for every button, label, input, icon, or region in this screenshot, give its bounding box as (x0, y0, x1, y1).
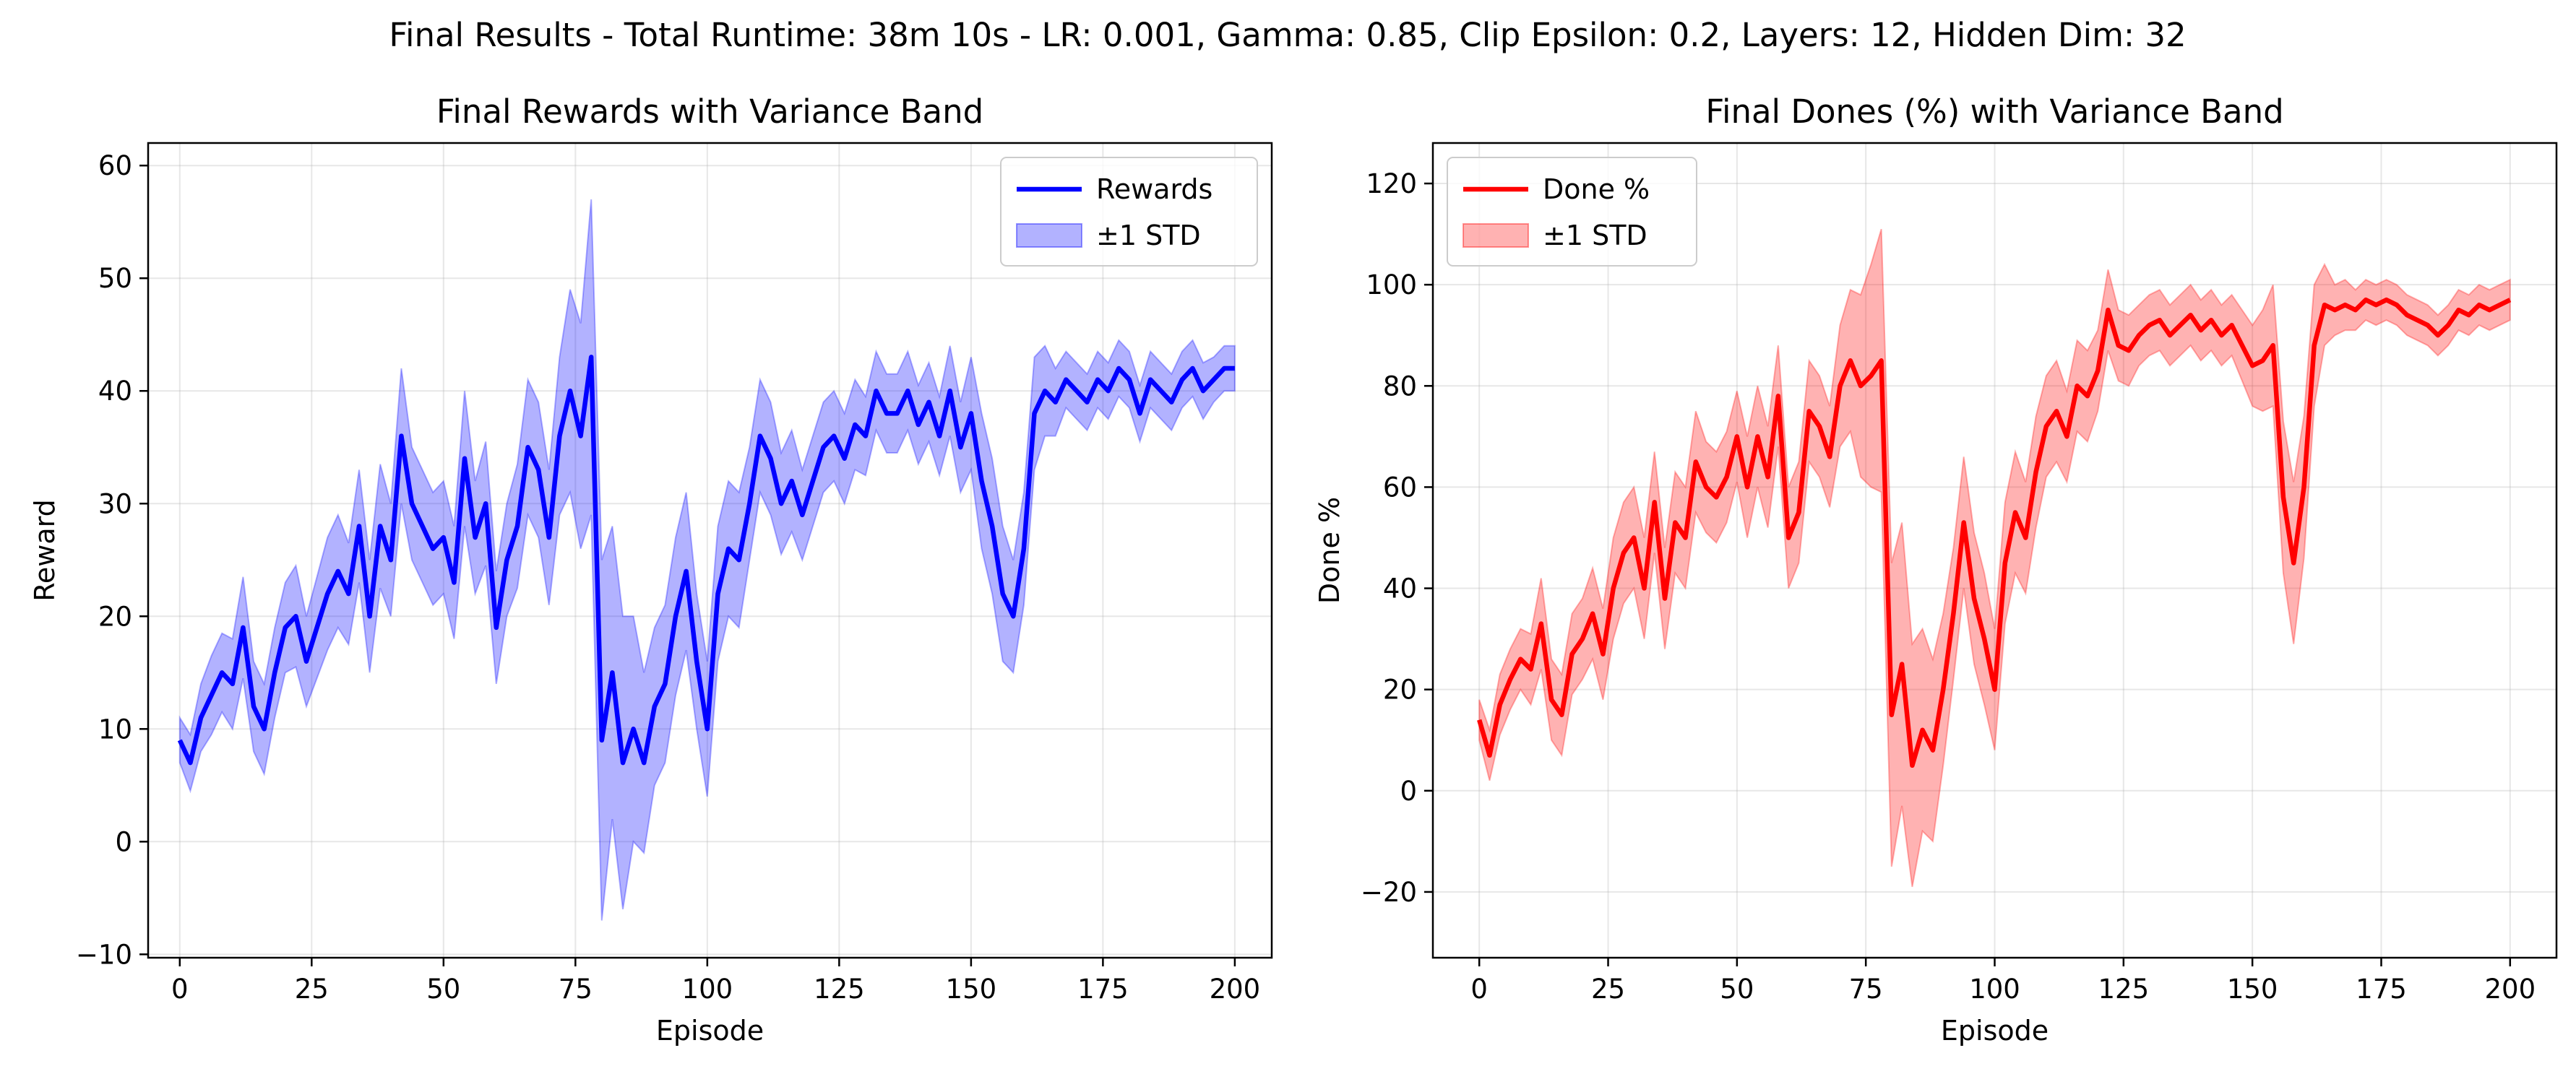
y-tick-label: 20 (1383, 675, 1417, 706)
y-tick-label: 50 (98, 263, 132, 294)
y-tick-label: 0 (115, 826, 132, 857)
legend-band-swatch (1463, 223, 1529, 248)
rewards-axes-frame (147, 142, 1273, 959)
y-tick-label: 120 (1366, 168, 1417, 199)
x-tick-label: 175 (2356, 974, 2407, 1005)
x-tick-label: 100 (1969, 974, 2020, 1005)
y-tick-label: −20 (1361, 877, 1417, 908)
x-tick-label: 25 (1591, 974, 1625, 1005)
legend-label: Done % (1543, 173, 1650, 205)
dones-xlabel: Episode (1941, 1015, 2049, 1047)
y-tick-label: 0 (1400, 776, 1417, 807)
y-tick-label: 40 (98, 376, 132, 407)
y-tick-label: 100 (1366, 269, 1417, 300)
dones-legend: Done % ±1 STD (1447, 157, 1697, 267)
x-tick-label: 125 (2098, 974, 2150, 1005)
x-tick-label: 75 (1849, 974, 1883, 1005)
x-tick-label: 150 (2227, 974, 2278, 1005)
legend-label: Rewards (1096, 173, 1212, 205)
y-tick-label: 30 (98, 488, 132, 519)
x-tick-label: 50 (1720, 974, 1754, 1005)
x-tick-label: 200 (2484, 974, 2536, 1005)
rewards-series-line (177, 355, 1235, 766)
y-tick-label: −10 (76, 939, 132, 970)
y-tick-label: 80 (1383, 371, 1417, 402)
legend-box (1000, 157, 1258, 267)
x-tick-label: 25 (295, 974, 329, 1005)
legend-label: ±1 STD (1543, 220, 1647, 251)
y-tick-label: 60 (1383, 472, 1417, 503)
x-tick-label: 50 (426, 974, 460, 1005)
y-tick-label: 40 (1383, 573, 1417, 605)
rewards-std-band (178, 199, 1236, 921)
x-tick-label: 175 (1077, 974, 1129, 1005)
dones-title: Final Dones (%) with Variance Band (1705, 92, 2283, 131)
x-tick-label: 0 (171, 974, 189, 1005)
legend-box (1447, 157, 1697, 267)
rewards-legend: Rewards ±1 STD (1000, 157, 1258, 267)
rewards-ylabel: Reward (29, 499, 61, 602)
rewards-xlabel: Episode (656, 1015, 764, 1047)
y-tick-label: 10 (98, 714, 132, 745)
x-tick-label: 125 (814, 974, 865, 1005)
legend-band-swatch (1016, 223, 1082, 248)
figure-suptitle: Final Results - Total Runtime: 38m 10s -… (389, 16, 2186, 54)
dones-series-line (1477, 297, 2512, 768)
dones-std-band (1478, 228, 2511, 888)
rewards-panel: 0 25 50 75 100 125 150 175 200 −10 0 10 20 30 40 50 60 Fi… (29, 92, 1273, 1047)
dones-panel: 0 25 50 75 100 125 150 175 200 −20 0 20 40 60 80 100 120… (1314, 92, 2558, 1047)
x-tick-label: 150 (946, 974, 997, 1005)
x-tick-label: 100 (682, 974, 733, 1005)
x-tick-label: 75 (559, 974, 593, 1005)
dones-ylabel: Done % (1314, 497, 1345, 604)
rewards-title: Final Rewards with Variance Band (436, 92, 983, 131)
x-tick-label: 0 (1470, 974, 1488, 1005)
y-tick-label: 20 (98, 601, 132, 632)
legend-label: ±1 STD (1096, 220, 1201, 251)
x-tick-label: 200 (1210, 974, 1261, 1005)
y-tick-label: 60 (98, 150, 132, 181)
